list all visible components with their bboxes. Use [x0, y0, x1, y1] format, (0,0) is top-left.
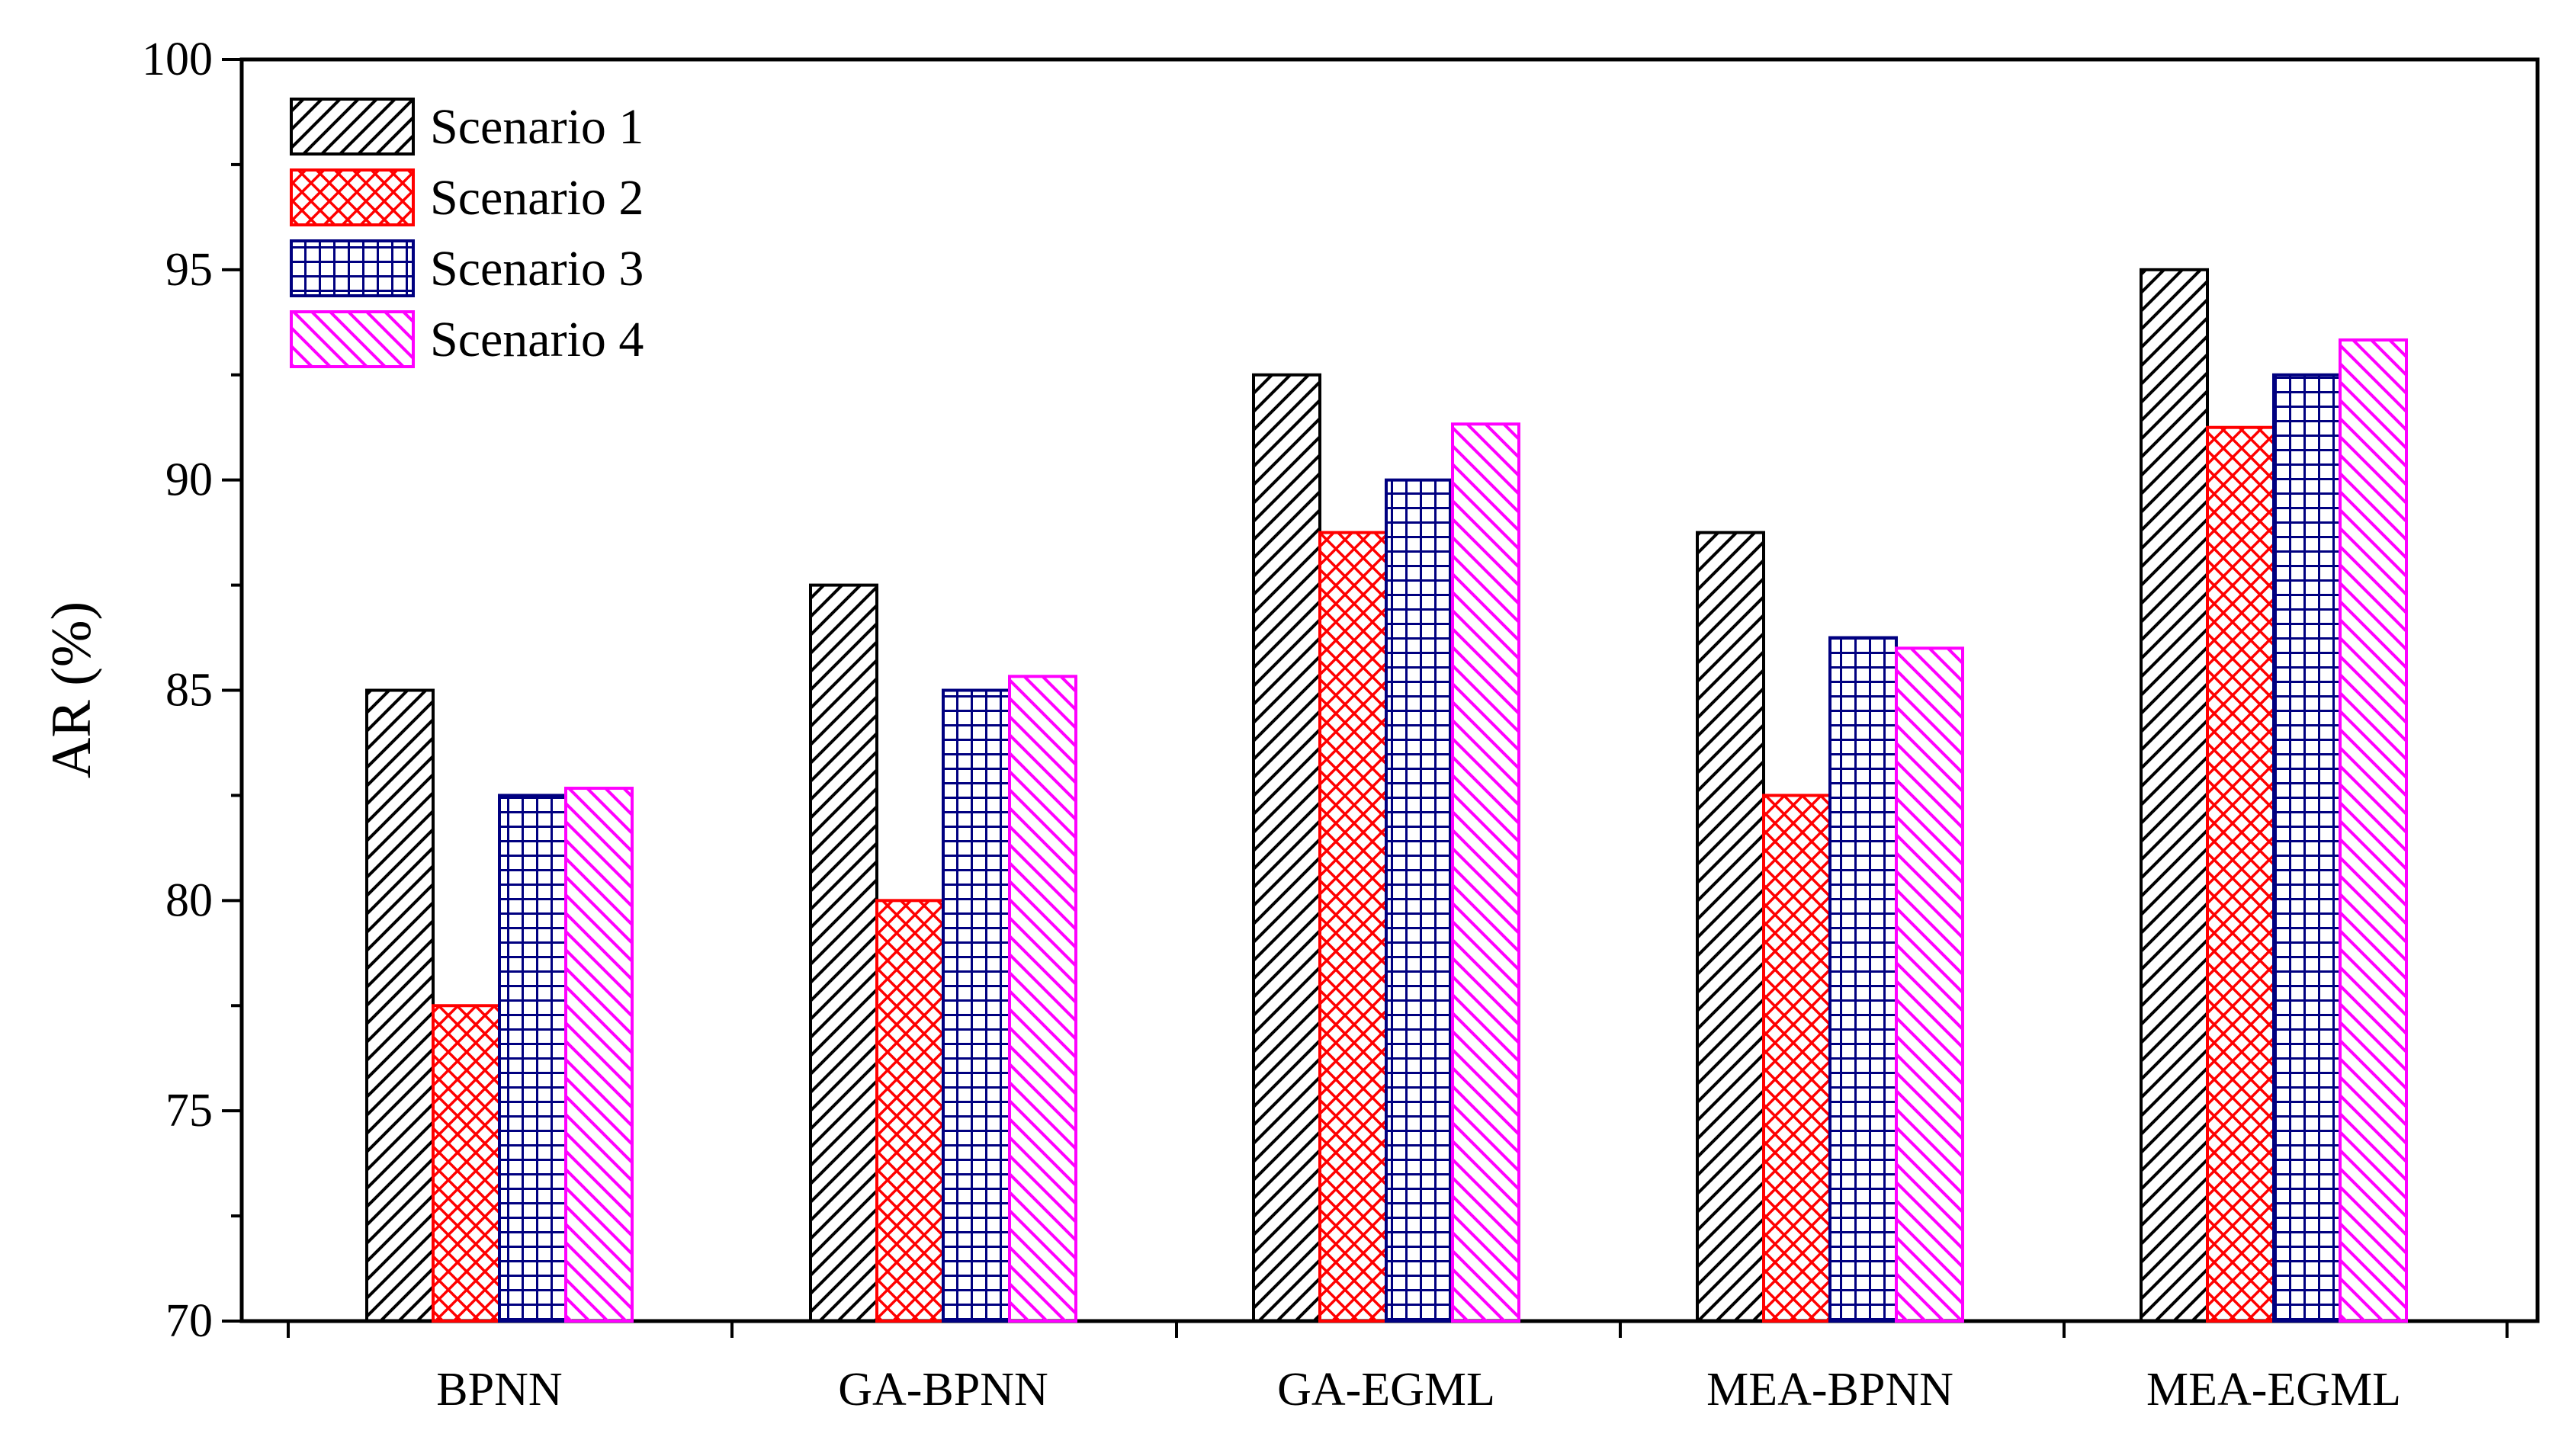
bar-scenario-3-bpnn [498, 794, 567, 1323]
bar-scenario-2-bpnn [432, 1004, 501, 1323]
bars [365, 268, 2408, 1323]
bar-scenario-1-bpnn [365, 688, 435, 1323]
y-tick-label: 90 [165, 454, 213, 506]
bar-scenario-2-mea-egml [2206, 425, 2275, 1323]
legend-swatch-3 [290, 239, 415, 297]
bar-scenario-1-ga-egml [1252, 373, 1321, 1323]
legend: Scenario 1 Scenario 2 Scenario 3 Scenario 4 [290, 98, 644, 368]
bar-scenario-4-mea-egml [2339, 338, 2408, 1323]
y-tick-label: 95 [165, 244, 213, 296]
bar-scenario-3-ga-egml [1385, 478, 1454, 1323]
legend-swatch-1 [290, 98, 415, 156]
x-category-label: MEA-BPNN [1706, 1364, 1953, 1416]
y-tick-label: 75 [165, 1085, 213, 1137]
legend-label-3: Scenario 3 [430, 241, 644, 297]
bar-scenario-3-ga-bpnn [942, 688, 1011, 1323]
bar-scenario-4-bpnn [564, 787, 634, 1323]
y-tick-label: 100 [142, 34, 213, 85]
bar-scenario-4-mea-bpnn [1895, 646, 1964, 1323]
bar-scenario-1-mea-egml [2140, 268, 2209, 1323]
bar-scenario-4-ga-bpnn [1008, 675, 1077, 1323]
bar-scenario-1-mea-bpnn [1696, 531, 1765, 1323]
y-tick-label: 85 [165, 665, 213, 717]
x-axis: BPNN GA-BPNN GA-EGML MEA-BPNN MEA-EGML [287, 1321, 2509, 1416]
bar-scenario-3-mea-egml [2272, 373, 2342, 1323]
bar-scenario-2-ga-bpnn [875, 899, 945, 1323]
bar-scenario-2-mea-bpnn [1762, 794, 1831, 1323]
bar-scenario-4-ga-egml [1451, 422, 1520, 1323]
legend-swatch-2 [290, 168, 415, 226]
y-axis-label: AR (%) [40, 601, 103, 778]
x-category-label: BPNN [436, 1364, 562, 1416]
legend-swatch-4 [290, 310, 415, 368]
y-tick-label: 70 [165, 1295, 213, 1347]
legend-label-2: Scenario 2 [430, 170, 644, 226]
y-tick-label: 80 [165, 874, 213, 926]
legend-label-4: Scenario 4 [430, 312, 644, 367]
bar-scenario-1-ga-bpnn [809, 583, 878, 1323]
x-category-label: MEA-EGML [2146, 1364, 2401, 1416]
y-axis: 70 75 80 85 90 95 100 [142, 34, 242, 1347]
bar-scenario-2-ga-egml [1318, 531, 1388, 1323]
bar-scenario-3-mea-bpnn [1828, 636, 1898, 1323]
legend-label-1: Scenario 1 [430, 99, 644, 155]
x-category-label: GA-EGML [1277, 1364, 1495, 1416]
x-category-label: GA-BPNN [838, 1364, 1048, 1416]
